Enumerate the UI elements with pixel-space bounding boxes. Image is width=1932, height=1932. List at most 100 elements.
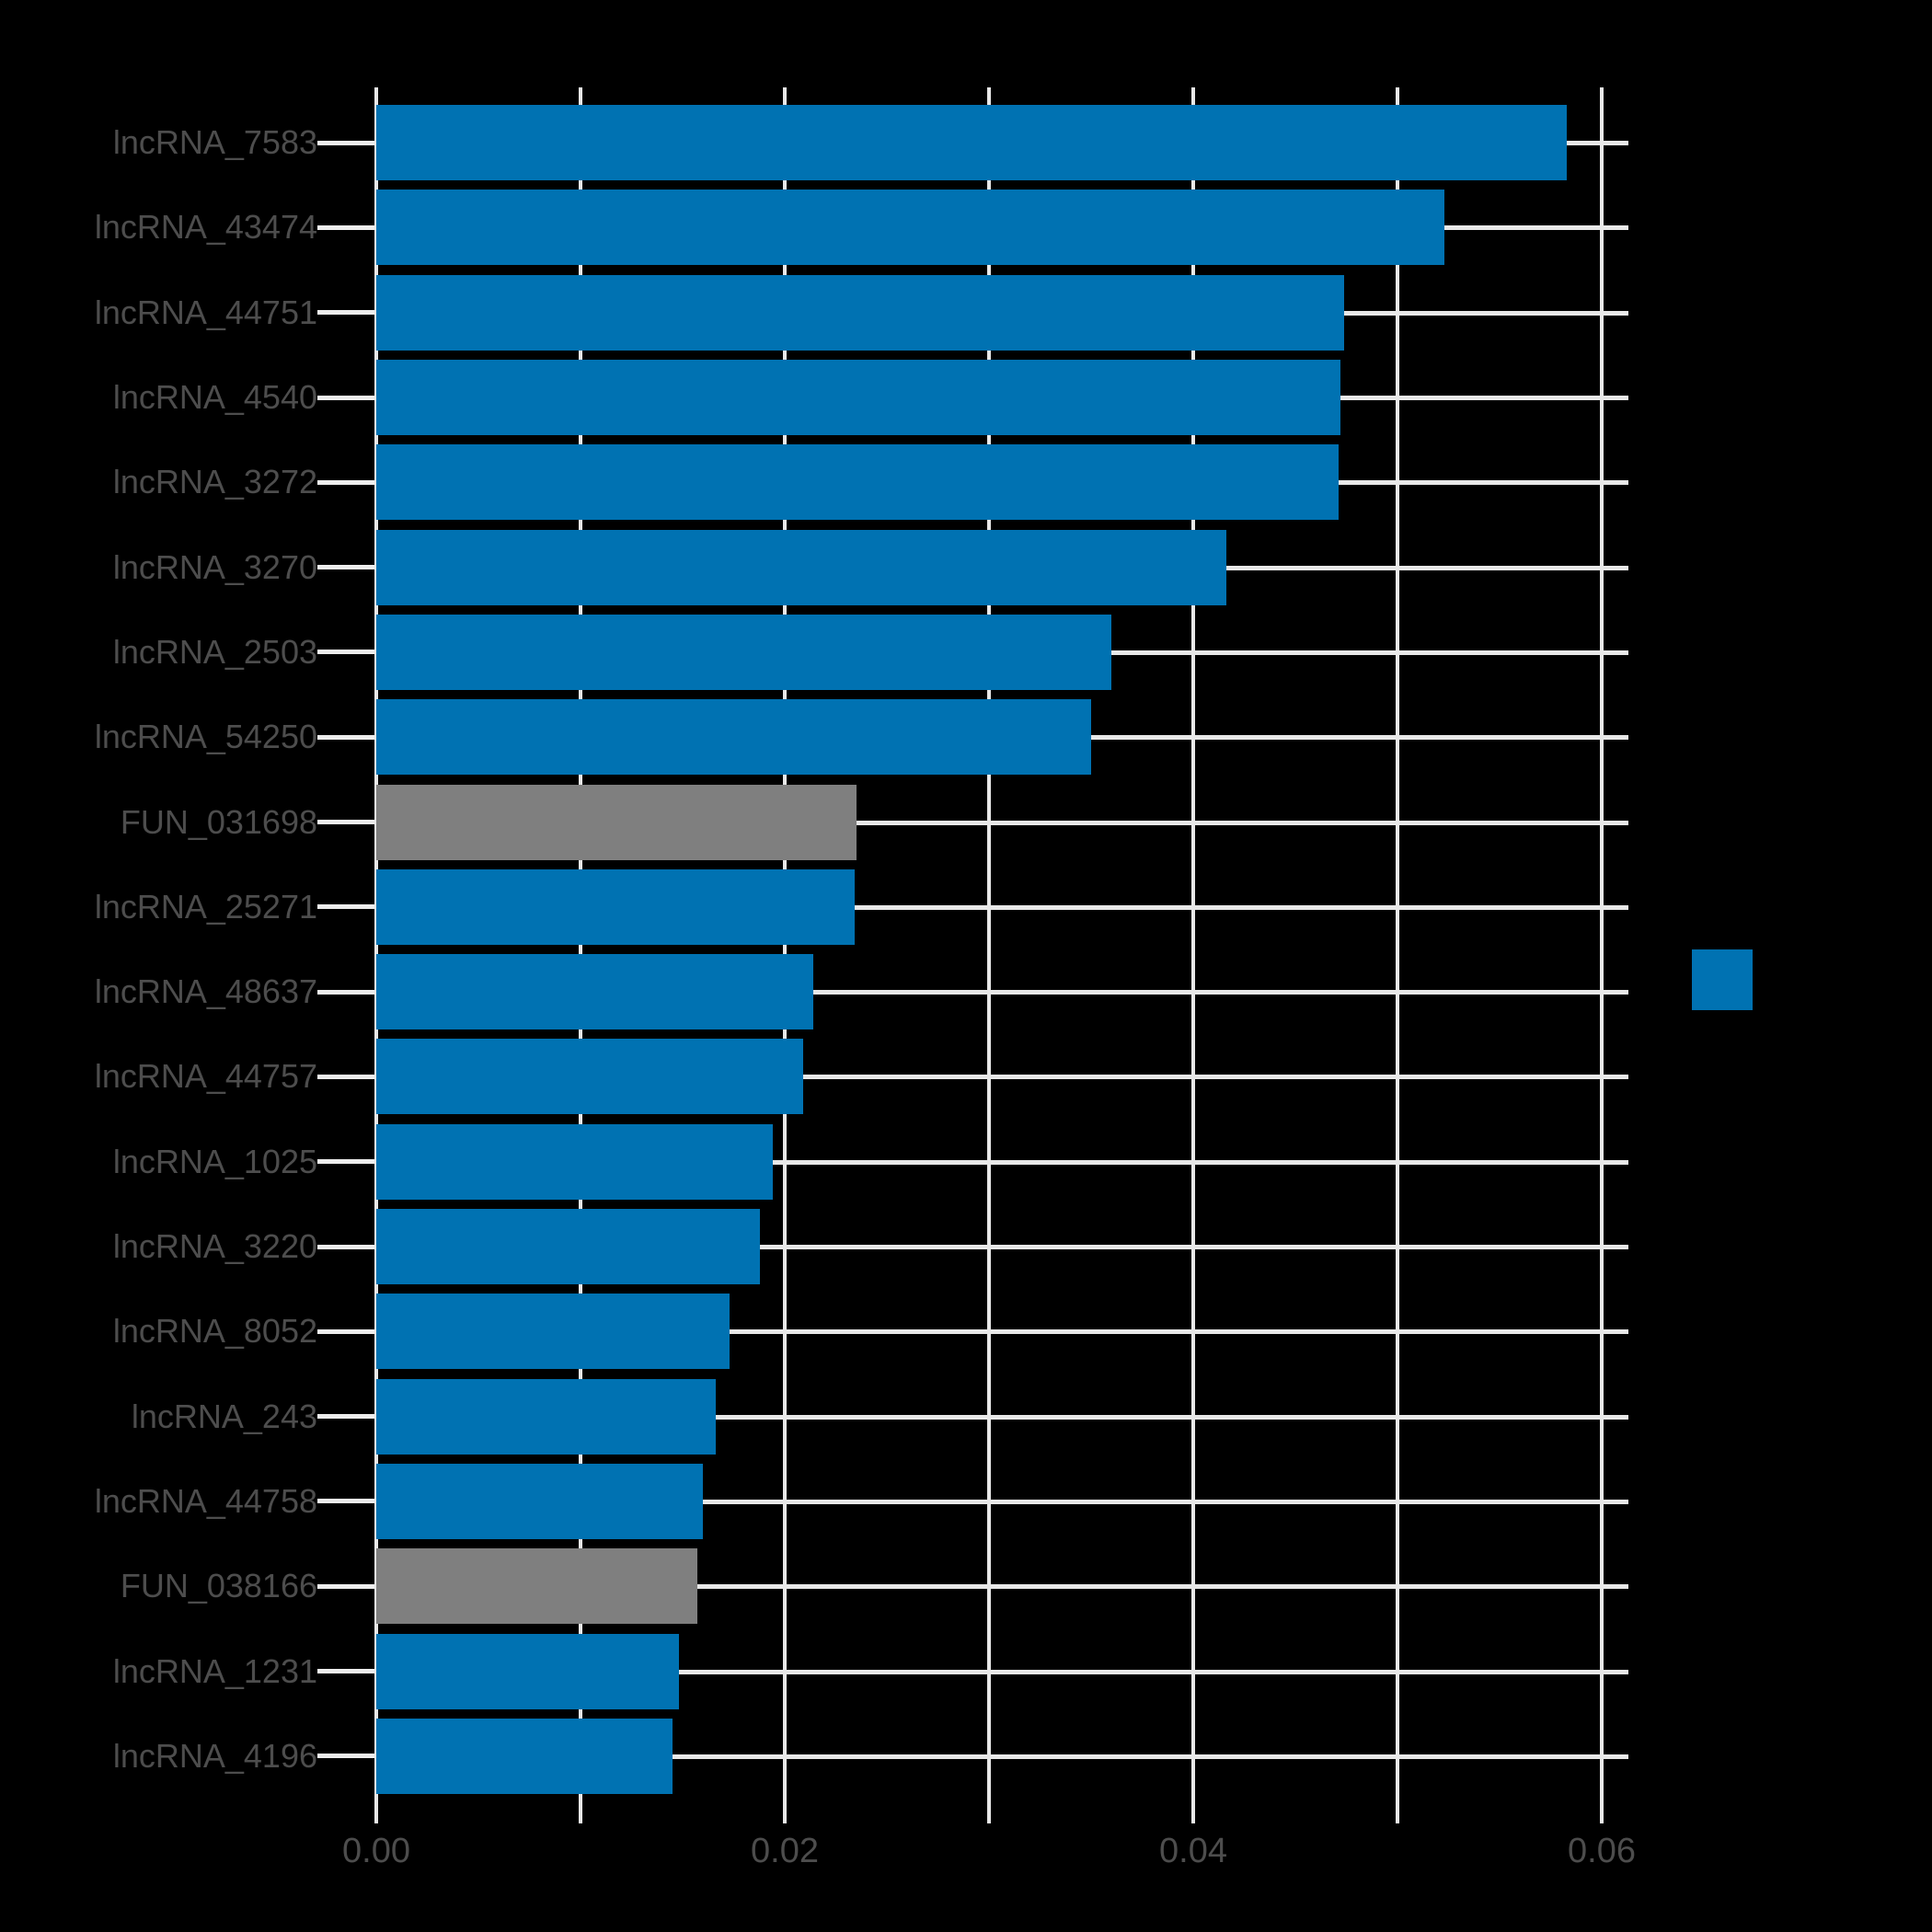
y-tick-mark xyxy=(317,904,374,909)
x-tick-mark-top xyxy=(783,87,787,100)
bar-lncRNA_25271 xyxy=(376,869,855,945)
y-gridline xyxy=(376,1584,1628,1589)
y-tick-label: lncRNA_3220 xyxy=(112,1227,317,1265)
bar-lncRNA_43474 xyxy=(376,190,1444,265)
x-tick-mark-top xyxy=(1600,87,1604,100)
x-tick-mark-top xyxy=(1396,87,1399,100)
y-tick-mark xyxy=(317,820,374,824)
bar-lncRNA_3270 xyxy=(376,530,1226,605)
y-tick-mark xyxy=(317,1499,374,1503)
y-tick-mark xyxy=(317,141,374,145)
legend xyxy=(1692,949,1753,1010)
x-tick-mark-bottom xyxy=(1191,1799,1195,1823)
y-tick-mark xyxy=(317,650,374,654)
y-tick-label: lncRNA_3272 xyxy=(112,463,317,500)
y-tick-mark xyxy=(317,480,374,485)
bar-lncRNA_243 xyxy=(376,1379,716,1455)
x-tick-mark-bottom xyxy=(374,1799,378,1823)
y-gridline xyxy=(376,1329,1628,1334)
bar-lncRNA_4196 xyxy=(376,1719,673,1794)
bar-lncRNA_3272 xyxy=(376,444,1339,520)
x-tick-label: 0.04 xyxy=(1159,1832,1227,1870)
y-tick-label: lncRNA_8052 xyxy=(112,1312,317,1350)
y-tick-label: lncRNA_243 xyxy=(131,1397,317,1435)
y-tick-mark xyxy=(317,1329,374,1334)
x-tick-mark-bottom xyxy=(1600,1799,1604,1823)
x-tick-mark-top xyxy=(987,87,991,100)
y-tick-mark xyxy=(317,396,374,400)
y-tick-mark xyxy=(317,1245,374,1249)
y-gridline xyxy=(376,905,1628,910)
plot-area xyxy=(374,87,1628,1823)
legend-swatch xyxy=(1692,949,1753,1010)
y-tick-mark xyxy=(317,1075,374,1079)
x-gridline xyxy=(1191,100,1195,1799)
x-gridline xyxy=(783,100,787,1799)
x-tick-mark-bottom xyxy=(579,1799,582,1823)
y-tick-label: lncRNA_44758 xyxy=(94,1482,317,1520)
y-tick-label: FUN_038166 xyxy=(120,1567,317,1604)
bar-lncRNA_2503 xyxy=(376,615,1111,690)
y-tick-label: lncRNA_4196 xyxy=(112,1737,317,1775)
y-gridline xyxy=(376,1754,1628,1759)
bar-lncRNA_54250 xyxy=(376,699,1091,775)
y-tick-label: lncRNA_1025 xyxy=(112,1143,317,1180)
x-tick-label: 0.06 xyxy=(1568,1832,1636,1870)
y-tick-label: lncRNA_54250 xyxy=(94,718,317,755)
x-tick-mark-bottom xyxy=(1396,1799,1399,1823)
y-tick-mark xyxy=(317,1159,374,1164)
y-tick-mark xyxy=(317,1584,374,1589)
bar-lncRNA_8052 xyxy=(376,1294,730,1369)
y-tick-mark xyxy=(317,1414,374,1419)
bar-lncRNA_44758 xyxy=(376,1464,703,1539)
bar-FUN_038166 xyxy=(376,1548,697,1624)
x-gridline xyxy=(1600,100,1604,1799)
x-tick-mark-top xyxy=(579,87,582,100)
y-tick-label: lncRNA_43474 xyxy=(94,208,317,246)
y-tick-mark xyxy=(317,1754,374,1758)
y-tick-mark xyxy=(317,990,374,995)
y-tick-label: lncRNA_7583 xyxy=(112,123,317,161)
y-gridline xyxy=(376,1500,1628,1504)
x-tick-mark-bottom xyxy=(987,1799,991,1823)
x-tick-mark-top xyxy=(374,87,378,100)
y-gridline xyxy=(376,1670,1628,1674)
y-gridline xyxy=(376,1415,1628,1420)
bar-lncRNA_7583 xyxy=(376,105,1567,180)
x-tick-mark-top xyxy=(1191,87,1195,100)
x-tick-label: 0.02 xyxy=(751,1832,819,1870)
y-tick-mark xyxy=(317,735,374,740)
y-tick-label: FUN_031698 xyxy=(120,803,317,841)
y-tick-label: lncRNA_4540 xyxy=(112,378,317,416)
y-gridline xyxy=(376,990,1628,995)
y-tick-mark xyxy=(317,310,374,315)
x-gridline xyxy=(1396,100,1399,1799)
bar-FUN_031698 xyxy=(376,785,857,860)
x-tick-mark-bottom xyxy=(783,1799,787,1823)
bar-lncRNA_1025 xyxy=(376,1124,773,1200)
y-tick-mark xyxy=(317,225,374,230)
bar-lncRNA_3220 xyxy=(376,1209,760,1284)
y-gridline xyxy=(376,821,1628,825)
y-gridline xyxy=(376,1160,1628,1165)
y-tick-label: lncRNA_48637 xyxy=(94,972,317,1010)
y-tick-label: lncRNA_44757 xyxy=(94,1057,317,1095)
y-tick-mark xyxy=(317,565,374,569)
bar-lncRNA_48637 xyxy=(376,954,813,1029)
bar-lncRNA_44751 xyxy=(376,275,1344,351)
bar-lncRNA_4540 xyxy=(376,360,1340,435)
y-gridline xyxy=(376,1075,1628,1079)
x-tick-label: 0.00 xyxy=(342,1832,410,1870)
bar-lncRNA_1231 xyxy=(376,1634,679,1709)
y-tick-label: lncRNA_1231 xyxy=(112,1652,317,1690)
x-gridline xyxy=(579,100,582,1799)
y-tick-label: lncRNA_25271 xyxy=(94,888,317,926)
x-gridline xyxy=(374,100,378,1799)
bar-lncRNA_44757 xyxy=(376,1039,803,1114)
y-tick-mark xyxy=(317,1669,374,1673)
y-gridline xyxy=(376,1245,1628,1249)
y-tick-label: lncRNA_3270 xyxy=(112,548,317,586)
x-gridline xyxy=(987,100,991,1799)
y-tick-label: lncRNA_2503 xyxy=(112,633,317,671)
